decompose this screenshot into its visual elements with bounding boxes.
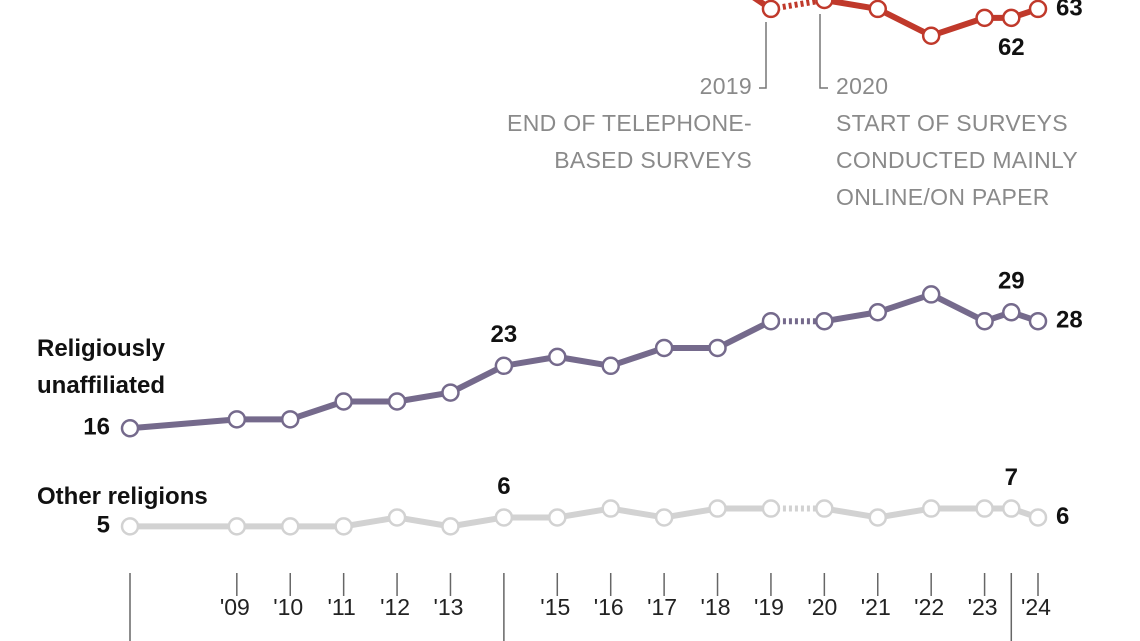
data-point <box>815 311 834 331</box>
data-point <box>227 410 247 429</box>
data-point <box>761 311 781 331</box>
annotation-bracket <box>759 22 767 89</box>
data-point <box>654 338 674 358</box>
x-tick-label: '19 <box>754 594 784 620</box>
data-point <box>494 356 514 376</box>
data-point <box>601 499 620 518</box>
data-point <box>280 410 300 429</box>
x-tick-label: '21 <box>861 594 891 620</box>
data-label: 6 <box>1056 503 1069 530</box>
data-point <box>975 8 994 28</box>
x-tick-label: '22 <box>914 594 944 620</box>
data-point <box>921 285 941 304</box>
data-point <box>1002 499 1021 518</box>
data-point <box>1028 311 1048 331</box>
data-point <box>761 499 781 518</box>
data-label: 16 <box>83 414 110 441</box>
data-point <box>921 26 941 45</box>
x-tick-label: '13 <box>433 594 463 620</box>
x-tick-label: '16 <box>594 594 624 620</box>
data-label: 29 <box>998 268 1025 295</box>
data-point <box>868 303 888 322</box>
data-label: 7 <box>1005 464 1018 491</box>
data-point <box>441 517 460 536</box>
data-point <box>975 499 994 518</box>
x-tick-label: '23 <box>968 594 998 620</box>
series <box>120 499 1048 536</box>
data-label: 6 <box>497 473 510 500</box>
data-point <box>1002 303 1021 322</box>
series-name: Religiously unaffiliated <box>37 335 166 399</box>
data-label: 23 <box>491 321 518 348</box>
data-point <box>494 508 514 527</box>
annotation-bracket <box>819 14 828 89</box>
data-point <box>1028 0 1048 19</box>
data-point <box>280 517 300 536</box>
x-tick-label: '17 <box>647 594 677 620</box>
data-point <box>120 517 140 536</box>
annotation-year: 2020 <box>836 73 889 99</box>
x-tick-label: '15 <box>540 594 570 620</box>
data-label: 5 <box>97 512 110 539</box>
data-label: 63 <box>1056 0 1083 21</box>
data-point <box>441 383 460 402</box>
data-point <box>868 0 888 19</box>
data-point <box>601 356 620 376</box>
data-point <box>815 499 834 518</box>
data-point <box>334 517 353 536</box>
data-point <box>708 499 727 518</box>
data-point <box>120 419 140 438</box>
data-point <box>654 508 674 527</box>
annotation-text: END OF TELEPHONE-BASED SURVEYS <box>507 110 752 173</box>
data-label: 28 <box>1056 307 1083 334</box>
series <box>120 285 1048 438</box>
data-point <box>1028 508 1048 527</box>
annotation-text: START OF SURVEYS CONDUCTED MAINLY ONLINE… <box>836 110 1078 210</box>
data-point <box>548 508 567 527</box>
series <box>752 0 1048 45</box>
x-tick-label: '20 <box>807 594 837 620</box>
data-label: 62 <box>998 34 1025 61</box>
series-line <box>752 0 773 12</box>
x-tick-label: '18 <box>701 594 731 620</box>
data-point <box>548 347 567 367</box>
data-point <box>1002 8 1021 28</box>
data-point <box>761 0 781 19</box>
data-point <box>387 392 407 411</box>
series-name: Other religions <box>37 483 208 510</box>
x-tick-label: '09 <box>220 594 250 620</box>
data-point <box>868 508 888 527</box>
data-point <box>708 338 727 358</box>
x-tick-label: '24 <box>1021 594 1051 620</box>
x-tick-label: '12 <box>380 594 410 620</box>
annotation-year: 2019 <box>699 73 752 99</box>
data-point <box>334 392 353 411</box>
x-tick-label: '10 <box>273 594 303 620</box>
data-point <box>921 499 941 518</box>
data-point <box>975 311 994 331</box>
data-point <box>815 0 834 10</box>
data-point <box>387 508 407 527</box>
data-point <box>227 517 247 536</box>
x-tick-label: '11 <box>328 594 356 620</box>
series-line <box>129 318 773 432</box>
